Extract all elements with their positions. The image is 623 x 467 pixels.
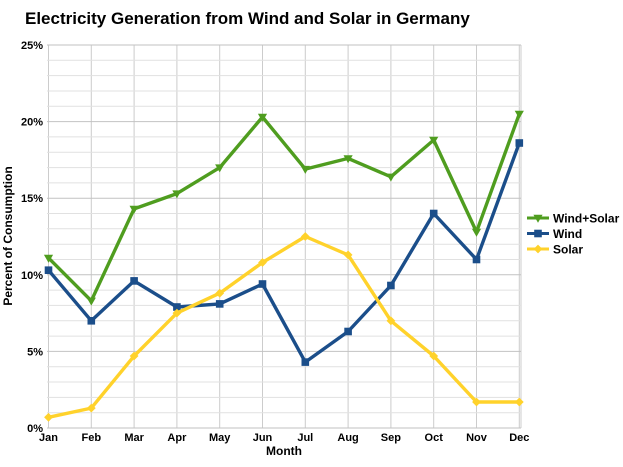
gridlines bbox=[47, 44, 522, 429]
square-marker bbox=[87, 317, 96, 325]
x-tick-label: Jul bbox=[297, 432, 313, 444]
chart-title: Electricity Generation from Wind and Sol… bbox=[25, 9, 470, 28]
x-axis-title: Month bbox=[266, 444, 302, 458]
triangle-down-marker bbox=[43, 254, 54, 263]
triangle-down-marker bbox=[343, 155, 353, 164]
triangle-down-marker bbox=[215, 164, 225, 173]
legend-label: Solar bbox=[553, 243, 583, 257]
diamond-marker bbox=[258, 258, 267, 267]
y-tick-label: 0% bbox=[27, 423, 43, 435]
x-tick-label: Dec bbox=[509, 432, 529, 444]
square-marker bbox=[258, 280, 267, 288]
x-tick-label: Jun bbox=[253, 432, 273, 444]
diamond-marker bbox=[129, 351, 139, 361]
triangle-down-marker bbox=[429, 136, 439, 145]
series-wind-solar bbox=[43, 110, 524, 306]
triangle-down-marker bbox=[386, 173, 396, 182]
x-tick-label: Apr bbox=[167, 432, 187, 444]
x-tick-label: Nov bbox=[466, 432, 488, 444]
triangle-down-marker bbox=[300, 165, 310, 174]
square-marker bbox=[344, 327, 352, 336]
legend-item-solar: Solar bbox=[527, 243, 583, 257]
x-axis-tick-labels: Jan Feb Mar Apr May Jun Jul Aug Sep Oct Nov Dec bbox=[39, 432, 529, 444]
triangle-down-marker bbox=[86, 297, 96, 306]
diamond-marker bbox=[44, 412, 53, 422]
x-tick-label: Jan bbox=[39, 432, 58, 444]
diamond-marker bbox=[215, 288, 225, 298]
diamond-marker bbox=[386, 316, 396, 326]
y-tick-label: 10% bbox=[21, 270, 43, 282]
square-marker bbox=[515, 139, 524, 147]
diamond-marker bbox=[472, 397, 481, 407]
square-marker bbox=[534, 229, 542, 238]
triangle-down-marker bbox=[471, 228, 482, 237]
diamond-marker bbox=[514, 397, 524, 407]
square-marker bbox=[472, 255, 481, 264]
square-marker bbox=[130, 277, 138, 285]
x-tick-label: Oct bbox=[425, 432, 444, 444]
series-line bbox=[46, 234, 521, 419]
diamond-marker bbox=[533, 244, 543, 254]
x-tick-label: Feb bbox=[82, 432, 102, 444]
square-marker bbox=[387, 281, 395, 290]
x-tick-label: Sep bbox=[381, 432, 401, 444]
triangle-down-marker bbox=[257, 113, 268, 122]
series-wind bbox=[44, 139, 524, 366]
legend-label: Wind bbox=[553, 227, 582, 241]
square-marker bbox=[429, 209, 438, 218]
series-line bbox=[46, 141, 521, 364]
triangle-down-marker bbox=[172, 190, 182, 199]
square-marker bbox=[173, 303, 181, 311]
legend-item-wind-solar: Wind+Solar bbox=[527, 212, 620, 226]
diamond-marker bbox=[86, 403, 96, 413]
series-line bbox=[46, 112, 521, 303]
x-tick-label: Mar bbox=[124, 432, 144, 444]
y-tick-label: 15% bbox=[21, 193, 43, 205]
series-solar bbox=[44, 232, 524, 422]
triangle-down-marker bbox=[533, 214, 543, 223]
square-marker bbox=[215, 300, 224, 308]
y-tick-label: 5% bbox=[27, 346, 43, 358]
diamond-marker bbox=[172, 308, 182, 318]
triangle-down-marker bbox=[514, 110, 524, 119]
legend-label: Wind+Solar bbox=[553, 212, 620, 226]
y-axis-title: Percent of Consumption bbox=[1, 166, 15, 305]
square-marker bbox=[301, 358, 310, 366]
square-marker bbox=[44, 266, 53, 274]
diamond-marker bbox=[429, 351, 439, 361]
x-tick-label: May bbox=[209, 432, 231, 444]
diamond-marker bbox=[300, 232, 310, 241]
legend-item-wind: Wind bbox=[527, 227, 582, 241]
diamond-marker bbox=[343, 250, 353, 260]
y-tick-label: 25% bbox=[21, 40, 43, 52]
x-tick-label: Aug bbox=[337, 432, 358, 444]
triangle-down-marker bbox=[129, 205, 139, 214]
y-tick-label: 20% bbox=[21, 117, 43, 129]
y-axis-tick-labels: 0% 5% 10% 15% 20% 25% bbox=[21, 40, 43, 435]
